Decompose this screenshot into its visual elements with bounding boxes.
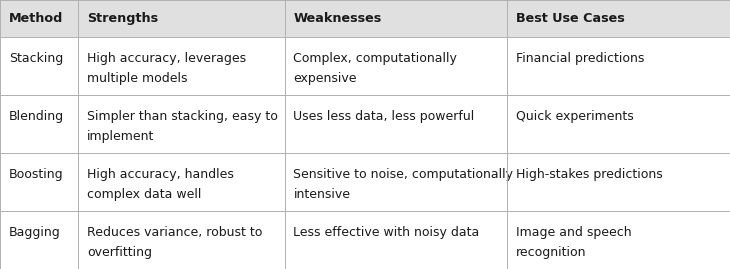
Text: Best Use Cases: Best Use Cases — [516, 12, 625, 25]
Text: Quick experiments: Quick experiments — [516, 110, 634, 123]
Bar — [0, 95, 730, 153]
Text: Reduces variance, robust to
overfitting: Reduces variance, robust to overfitting — [87, 226, 262, 259]
Text: Method: Method — [9, 12, 63, 25]
Bar — [0, 211, 730, 269]
Text: Stacking: Stacking — [9, 52, 63, 65]
Text: Sensitive to noise, computationally
intensive: Sensitive to noise, computationally inte… — [293, 168, 513, 201]
Text: Weaknesses: Weaknesses — [293, 12, 382, 25]
Text: Simpler than stacking, easy to
implement: Simpler than stacking, easy to implement — [87, 110, 277, 143]
Text: Strengths: Strengths — [87, 12, 158, 25]
Text: Boosting: Boosting — [9, 168, 64, 181]
Text: Financial predictions: Financial predictions — [516, 52, 645, 65]
Text: High accuracy, leverages
multiple models: High accuracy, leverages multiple models — [87, 52, 246, 85]
Text: Image and speech
recognition: Image and speech recognition — [516, 226, 631, 259]
Text: High-stakes predictions: High-stakes predictions — [516, 168, 663, 181]
Bar — [0, 153, 730, 211]
Bar — [0, 0, 730, 37]
Text: Blending: Blending — [9, 110, 64, 123]
Text: High accuracy, handles
complex data well: High accuracy, handles complex data well — [87, 168, 234, 201]
Text: Less effective with noisy data: Less effective with noisy data — [293, 226, 480, 239]
Text: Complex, computationally
expensive: Complex, computationally expensive — [293, 52, 457, 85]
Text: Bagging: Bagging — [9, 226, 61, 239]
Text: Uses less data, less powerful: Uses less data, less powerful — [293, 110, 474, 123]
Bar — [0, 37, 730, 95]
